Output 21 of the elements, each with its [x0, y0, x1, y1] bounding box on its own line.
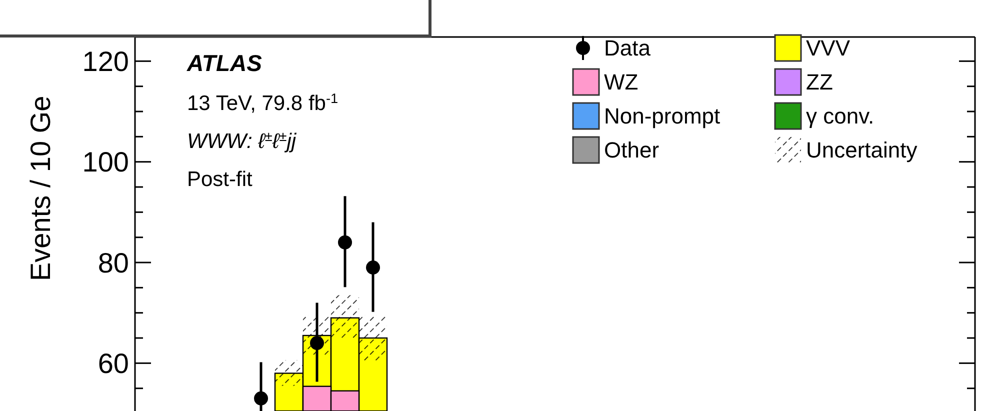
point — [254, 391, 268, 406]
annotation: 13 TeV, 79.8 fb$^{-1}$ — [187, 90, 338, 115]
annotation: WWW: ℓ$^{±}$ℓ$^{±}$jj — [187, 128, 298, 153]
y-tick-label: 100 — [82, 146, 129, 178]
legend-label: VVV — [806, 36, 850, 61]
annotation: ATLAS — [186, 50, 263, 76]
y-tick-label: 120 — [82, 46, 129, 77]
y-tick-label: 80 — [98, 247, 129, 278]
point — [310, 336, 324, 350]
annotation: Post-fit — [187, 168, 253, 191]
legend-label: ZZ — [806, 70, 833, 95]
point — [366, 260, 380, 275]
y-tick-label: 60 — [98, 348, 129, 379]
legend-label: Data — [604, 36, 652, 61]
y-axis-title: Events / 10 Ge — [25, 96, 56, 281]
point — [338, 235, 352, 250]
legend-label: γ conv. — [806, 104, 874, 129]
legend-label: Other — [604, 138, 660, 163]
legend-label: Non-prompt — [604, 104, 720, 129]
legend-label: Uncertainty — [806, 138, 918, 163]
legend-label: WZ — [604, 70, 638, 95]
